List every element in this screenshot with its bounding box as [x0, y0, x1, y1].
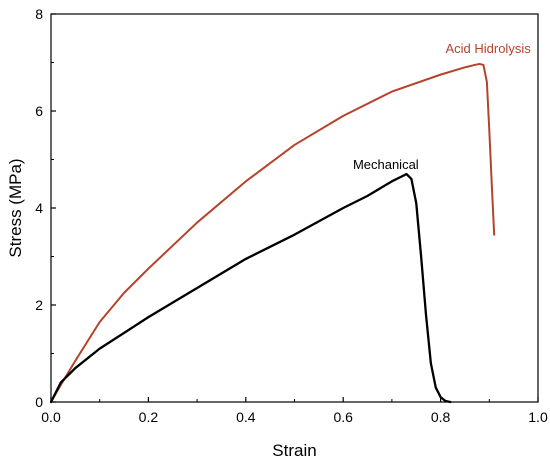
series-annotation: Acid Hidrolysis — [445, 41, 531, 56]
annotations: Acid Hidrolysis Mechanical — [353, 41, 531, 172]
y-axis-label: Stress (MPa) — [6, 158, 25, 257]
x-axis-label: Strain — [272, 441, 316, 460]
x-tick-label: 0.0 — [41, 409, 61, 425]
y-axis: 0 2 4 6 8 — [35, 6, 56, 410]
series-line-acid-hidrolysis — [50, 62, 496, 403]
y-tick-label: 2 — [35, 297, 43, 313]
y-tick-label: 6 — [35, 103, 43, 119]
plot-frame — [50, 13, 539, 403]
x-axis: 0.0 0.2 0.4 0.6 0.8 1.0 — [41, 397, 548, 425]
y-tick-label: 8 — [35, 6, 43, 22]
x-tick-label: 0.2 — [139, 409, 159, 425]
series-line-mechanical — [49, 172, 452, 404]
y-tick-label: 4 — [35, 200, 43, 216]
series-group — [49, 62, 496, 404]
y-tick-label: 0 — [35, 394, 43, 410]
x-tick-label: 0.6 — [333, 409, 353, 425]
series-annotation: Mechanical — [353, 157, 419, 172]
x-tick-label: 1.0 — [528, 409, 548, 425]
x-tick-label: 0.4 — [236, 409, 256, 425]
x-tick-label: 0.8 — [431, 409, 451, 425]
